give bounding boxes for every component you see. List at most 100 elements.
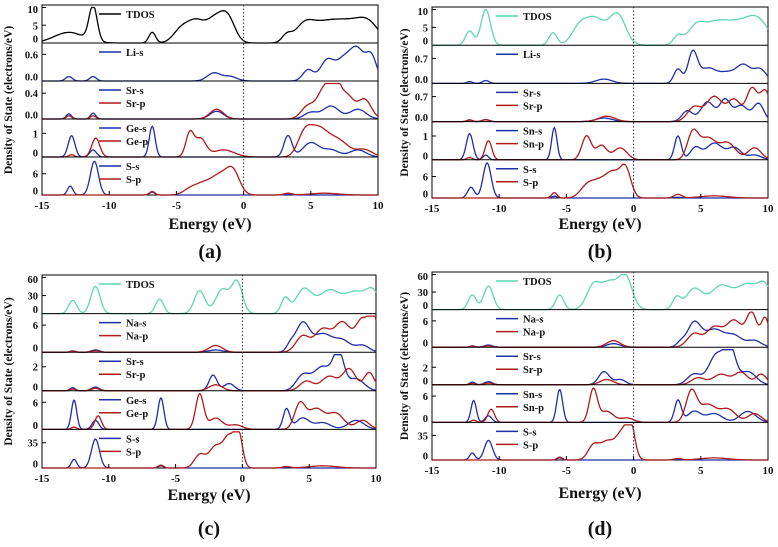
legend-label: S-p (126, 447, 141, 458)
subplot-s: 0 6 S-s S-p (33, 156, 378, 198)
dos-line-na-p (432, 311, 769, 348)
legend-label: TDOS (126, 10, 155, 21)
y-tick-label: 0 (423, 376, 428, 387)
x-tick-label: -5 (172, 200, 182, 212)
y-tick-label: 2 (423, 363, 428, 374)
x-tick-label: 5 (308, 200, 314, 212)
plot-frame (431, 6, 769, 199)
x-tick-label: -15 (425, 465, 440, 477)
legend-label: TDOS (126, 280, 155, 291)
x-tick-label: -5 (171, 473, 181, 485)
subplot-tdos: 0 5 10 TDOS (418, 7, 769, 48)
subplot-sr: 0.0 0.4 Sr-s Sr-p (25, 80, 379, 122)
dos-line-tdos (432, 273, 769, 311)
x-tick-label: 0 (631, 203, 637, 215)
dos-line-ge-s (42, 397, 377, 431)
dos-line-s-p (432, 424, 768, 461)
x-tick-label: 0 (241, 200, 247, 212)
y-tick-label: 0.0 (25, 73, 38, 84)
x-tick-label: 0 (240, 473, 246, 485)
subplot-s: 0 35 S-s S-p (28, 428, 376, 471)
y-tick-label: 0.4 (25, 89, 39, 100)
y-tick-label: 10 (418, 7, 429, 18)
legend-label: Ge-s (126, 124, 146, 135)
legend-label: Sn-p (523, 140, 544, 151)
y-tick-label: 1 (33, 129, 38, 140)
subplot-ge: 0 6 Ge-s Ge-p (33, 390, 377, 432)
legend-label: Na-p (126, 332, 148, 343)
y-tick-label: 60 (28, 275, 39, 286)
x-tick-label: -15 (35, 473, 50, 485)
dos-line-sn-p (432, 387, 769, 424)
x-tick-label: 10 (371, 473, 383, 485)
y-tick-label: 35 (28, 439, 39, 450)
legend-label: S-s (126, 162, 139, 173)
x-tick-label: 10 (763, 203, 775, 215)
y-tick-label: 0 (33, 344, 38, 355)
legend-label: TDOS (523, 12, 552, 23)
panel-label: (b) (588, 241, 612, 263)
x-axis-label: Energy (eV) (558, 485, 641, 502)
y-tick-label: 0.7 (415, 54, 428, 65)
y-tick-label: 5 (423, 23, 428, 34)
legend-label: Sr-s (523, 88, 541, 99)
dos-line-s-s (42, 438, 376, 469)
legend-label: Ge-p (126, 137, 148, 148)
subplot-s: 0 35 S-s S-p (418, 421, 768, 463)
dos-line-sr-p (42, 367, 377, 392)
legend-label: Sr-s (126, 357, 144, 368)
dos-line-sn-p (432, 128, 769, 161)
dos-line-s-s (42, 160, 378, 196)
subplot-na: 0 6 Na-s Na-p (423, 309, 769, 350)
x-tick-label: -5 (562, 203, 572, 215)
y-tick-label: 0.0 (415, 113, 428, 124)
legend-label: S-s (126, 434, 139, 445)
dos-line-sr-s (42, 354, 377, 392)
y-tick-label: 0 (33, 460, 38, 471)
subplot-tdos: 0 30 60 TDOS (418, 272, 769, 312)
y-tick-label: 6 (423, 392, 428, 403)
legend-label: S-s (523, 165, 536, 176)
legend-label: Sr-p (523, 101, 543, 112)
legend-label: Li-s (523, 50, 541, 61)
y-tick-label: 0 (423, 452, 428, 463)
subplot-s: 0 6 S-s S-p (423, 159, 768, 201)
legend-label: Li-s (126, 48, 144, 59)
legend-label: Sr-s (523, 352, 541, 363)
legend-label: Ge-s (126, 396, 146, 407)
x-tick-label: 0 (631, 465, 637, 477)
x-tick-label: 5 (306, 473, 312, 485)
y-tick-label: 0 (423, 37, 428, 48)
y-tick-label: 0.7 (415, 93, 428, 104)
x-tick-label: -10 (102, 200, 117, 212)
legend-label: S-s (523, 427, 536, 438)
y-tick-label: 6 (423, 173, 428, 184)
legend-label: Na-p (523, 328, 545, 339)
y-tick-label: 0 (33, 382, 38, 393)
dos-line-tdos (41, 6, 379, 44)
legend-label: Sn-s (523, 390, 542, 401)
dos-line-na-s (42, 321, 377, 353)
subplot-li: 0.0 0.6 Li-s (25, 42, 379, 84)
y-tick-label: 6 (33, 170, 38, 181)
legend-label: Sr-p (126, 370, 146, 381)
panel-b: 0 5 10 TDOS 0.0 0.7 Li-s 0.0 0.7 Sr-s Sr-p 0 1 Sn-s Sn… (399, 6, 775, 263)
y-tick-label: 1 (423, 132, 428, 143)
x-tick-label: 5 (698, 465, 704, 477)
dos-line-tdos (432, 8, 769, 46)
y-axis-label: Density of State (electrons/eV) (3, 26, 15, 174)
x-tick-label: 10 (763, 465, 775, 477)
subplot-ge: 0 1 Ge-s Ge-p (33, 118, 379, 160)
legend-label: S-p (126, 175, 141, 186)
panel-a: 0 5 10 TDOS 0.0 0.6 Li-s 0.0 0.4 Sr-s Sr-p 0 1 Ge-s Ge… (3, 4, 384, 263)
dos-line-s-p (42, 165, 378, 196)
x-tick-label: -10 (492, 203, 507, 215)
y-tick-label: 35 (418, 431, 429, 442)
legend-label: Na-s (523, 315, 543, 326)
subplot-sn: 0 6 Sn-s Sn-p (423, 384, 769, 425)
plot-frame (41, 274, 377, 469)
legend-label: Sr-p (126, 99, 146, 110)
x-axis-label: Energy (eV) (558, 216, 641, 233)
legend-label: Sr-s (126, 86, 144, 97)
